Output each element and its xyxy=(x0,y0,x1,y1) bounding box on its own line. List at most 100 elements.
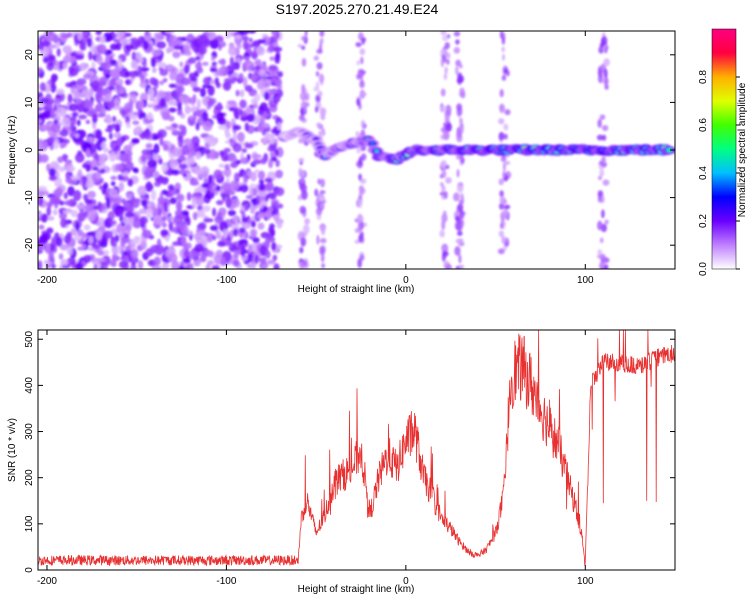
streak-blob xyxy=(301,84,306,94)
noise-blob xyxy=(161,216,167,222)
noise-blob xyxy=(233,107,239,118)
noise-blob xyxy=(82,163,88,169)
snr-ylabel: SNR (10 * v/v) xyxy=(7,418,18,482)
streak-blob xyxy=(316,122,322,128)
noise-blob xyxy=(246,153,251,161)
x-tick-label: -100 xyxy=(216,576,236,587)
noise-blob xyxy=(211,266,219,269)
noise-blob xyxy=(142,41,149,50)
noise-blob xyxy=(150,244,160,254)
noise-blob xyxy=(48,167,56,177)
noise-blob xyxy=(77,229,83,237)
noise-blob xyxy=(131,51,137,62)
noise-blob xyxy=(268,158,274,169)
noise-blob xyxy=(79,129,86,139)
noise-blob xyxy=(152,171,160,178)
noise-blob xyxy=(254,169,260,174)
noise-blob xyxy=(82,31,89,37)
noise-blob xyxy=(104,128,114,133)
streak-blob xyxy=(441,35,449,42)
noise-blob xyxy=(233,249,240,259)
streak-blob xyxy=(357,198,363,209)
noise-blob xyxy=(215,230,221,239)
streak-blob xyxy=(321,263,326,269)
noise-blob xyxy=(193,142,200,152)
noise-blob xyxy=(216,102,223,113)
noise-blob xyxy=(230,198,241,208)
noise-blob xyxy=(277,122,282,131)
noise-blob xyxy=(257,110,264,116)
noise-blob xyxy=(78,114,87,120)
noise-blob xyxy=(188,249,197,260)
noise-blob xyxy=(178,265,185,269)
noise-blob xyxy=(127,178,134,187)
noise-blob xyxy=(180,234,187,246)
noise-blob xyxy=(258,196,266,201)
streak-blob xyxy=(440,88,446,97)
streak-blob xyxy=(445,263,453,269)
noise-blob xyxy=(65,82,75,88)
streak-blob xyxy=(456,230,463,237)
noise-blob xyxy=(266,259,276,265)
noise-blob xyxy=(55,186,63,198)
noise-blob xyxy=(97,217,106,227)
noise-blob xyxy=(95,31,102,36)
noise-blob xyxy=(264,131,270,141)
noise-blob xyxy=(206,237,213,243)
noise-blob xyxy=(260,116,265,127)
noise-blob xyxy=(189,181,200,186)
noise-blob xyxy=(53,97,62,105)
streak-blob xyxy=(304,31,308,36)
streak-blob xyxy=(299,181,306,191)
x-tick-label: -100 xyxy=(216,275,236,286)
noise-blob xyxy=(130,239,141,245)
streak-blob xyxy=(315,71,320,77)
y-tick-label: 500 xyxy=(24,330,35,347)
noise-blob xyxy=(159,97,167,107)
y-tick-label: 200 xyxy=(24,469,35,486)
noise-blob xyxy=(38,118,43,124)
noise-blob xyxy=(88,87,94,99)
noise-blob xyxy=(220,256,226,267)
noise-blob xyxy=(98,185,104,190)
colorbar-tick-label: 0.0 xyxy=(698,262,709,276)
streak-blob xyxy=(460,195,465,205)
noise-blob xyxy=(275,169,284,179)
noise-blob xyxy=(133,126,143,135)
noise-blob xyxy=(38,260,43,269)
noise-blob xyxy=(251,159,262,165)
colorbar-tick-label: 0.6 xyxy=(698,118,709,132)
streak-blob xyxy=(458,254,462,264)
streak-blob xyxy=(358,156,363,166)
noise-blob xyxy=(207,139,217,147)
noise-blob xyxy=(250,171,257,182)
noise-blob xyxy=(248,186,253,198)
noise-blob xyxy=(101,255,111,267)
noise-blob xyxy=(246,113,255,123)
noise-blob xyxy=(229,180,240,192)
noise-blob xyxy=(181,125,187,137)
streak-blob xyxy=(504,204,511,210)
noise-blob xyxy=(252,236,260,244)
noise-blob xyxy=(167,184,175,191)
noise-blob xyxy=(84,198,93,205)
noise-blob xyxy=(275,159,280,168)
streak-blob xyxy=(501,36,506,45)
noise-blob xyxy=(96,113,106,118)
streak-blob xyxy=(316,234,320,245)
noise-blob xyxy=(211,207,217,217)
noise-blob xyxy=(164,31,175,34)
noise-blob xyxy=(165,125,175,131)
noise-blob xyxy=(74,262,84,269)
noise-blob xyxy=(62,153,67,162)
noise-blob xyxy=(147,88,155,99)
noise-blob xyxy=(235,89,240,97)
noise-blob xyxy=(186,192,192,201)
noise-blob xyxy=(277,71,284,78)
noise-blob xyxy=(238,109,243,116)
noise-blob xyxy=(110,123,118,130)
noise-blob xyxy=(70,228,77,236)
noise-blob xyxy=(110,181,116,187)
noise-blob xyxy=(200,166,210,176)
